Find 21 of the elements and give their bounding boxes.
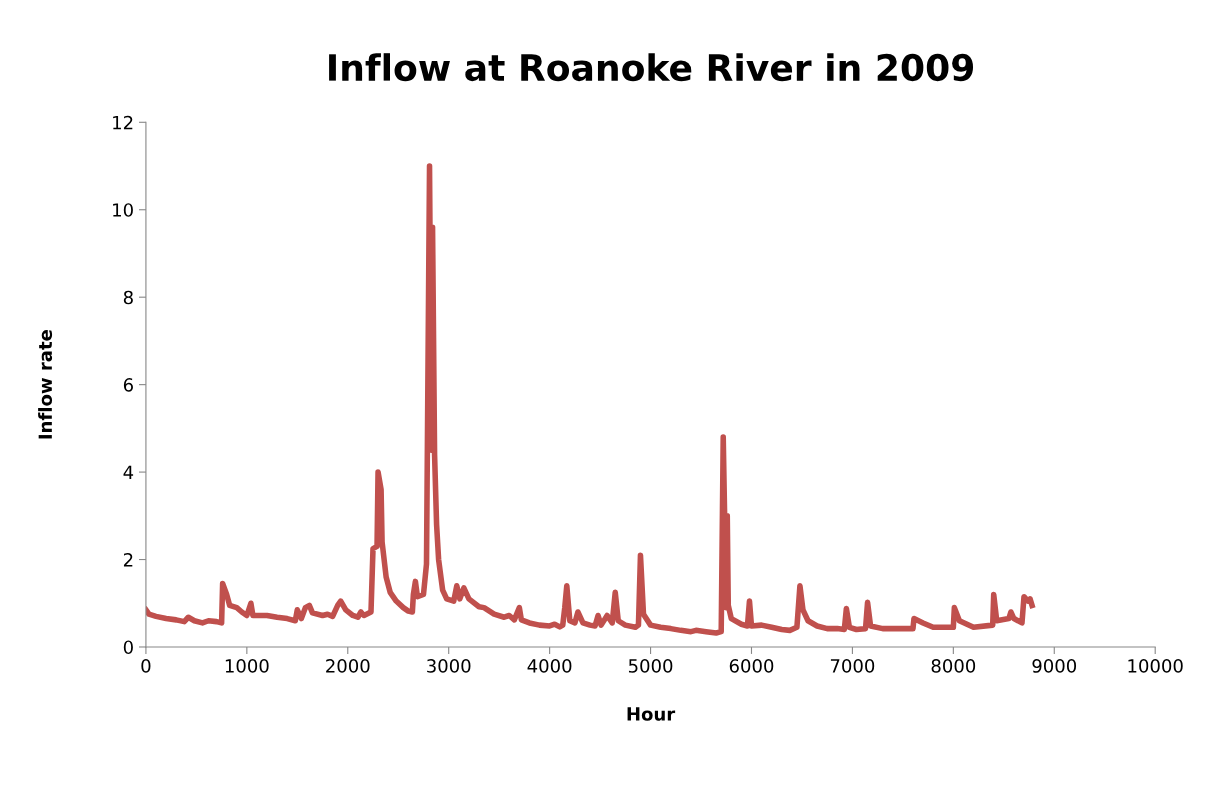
y-tick-label: 12 <box>113 115 133 130</box>
y-axis-title: Inflow rate <box>38 330 53 439</box>
y-tick-label: 6 <box>123 378 133 392</box>
x-tick-label: 3000 <box>427 659 471 673</box>
x-tick-label: 4000 <box>527 659 572 673</box>
x-tick-label: 6000 <box>729 659 774 673</box>
x-tick-label: 10000 <box>1128 659 1183 673</box>
y-tick-label: 0 <box>123 640 133 655</box>
x-tick-label: 8000 <box>931 659 976 673</box>
y-tick-label: 2 <box>123 552 133 567</box>
x-tick-label: 1000 <box>225 659 269 673</box>
x-tick-label: 9000 <box>1032 659 1077 673</box>
x-tick-label: 2000 <box>326 659 370 673</box>
y-tick-label: 8 <box>123 290 133 305</box>
x-axis-title: Hour <box>627 707 676 721</box>
x-tick-label: 0 <box>141 659 151 673</box>
chart-title: Inflow at Roanoke River in 2009 <box>329 53 974 82</box>
x-tick-label: 7000 <box>830 659 875 673</box>
y-tick-label: 4 <box>123 465 134 479</box>
x-tick-label: 5000 <box>628 659 673 673</box>
y-tick-label: 10 <box>113 203 133 217</box>
